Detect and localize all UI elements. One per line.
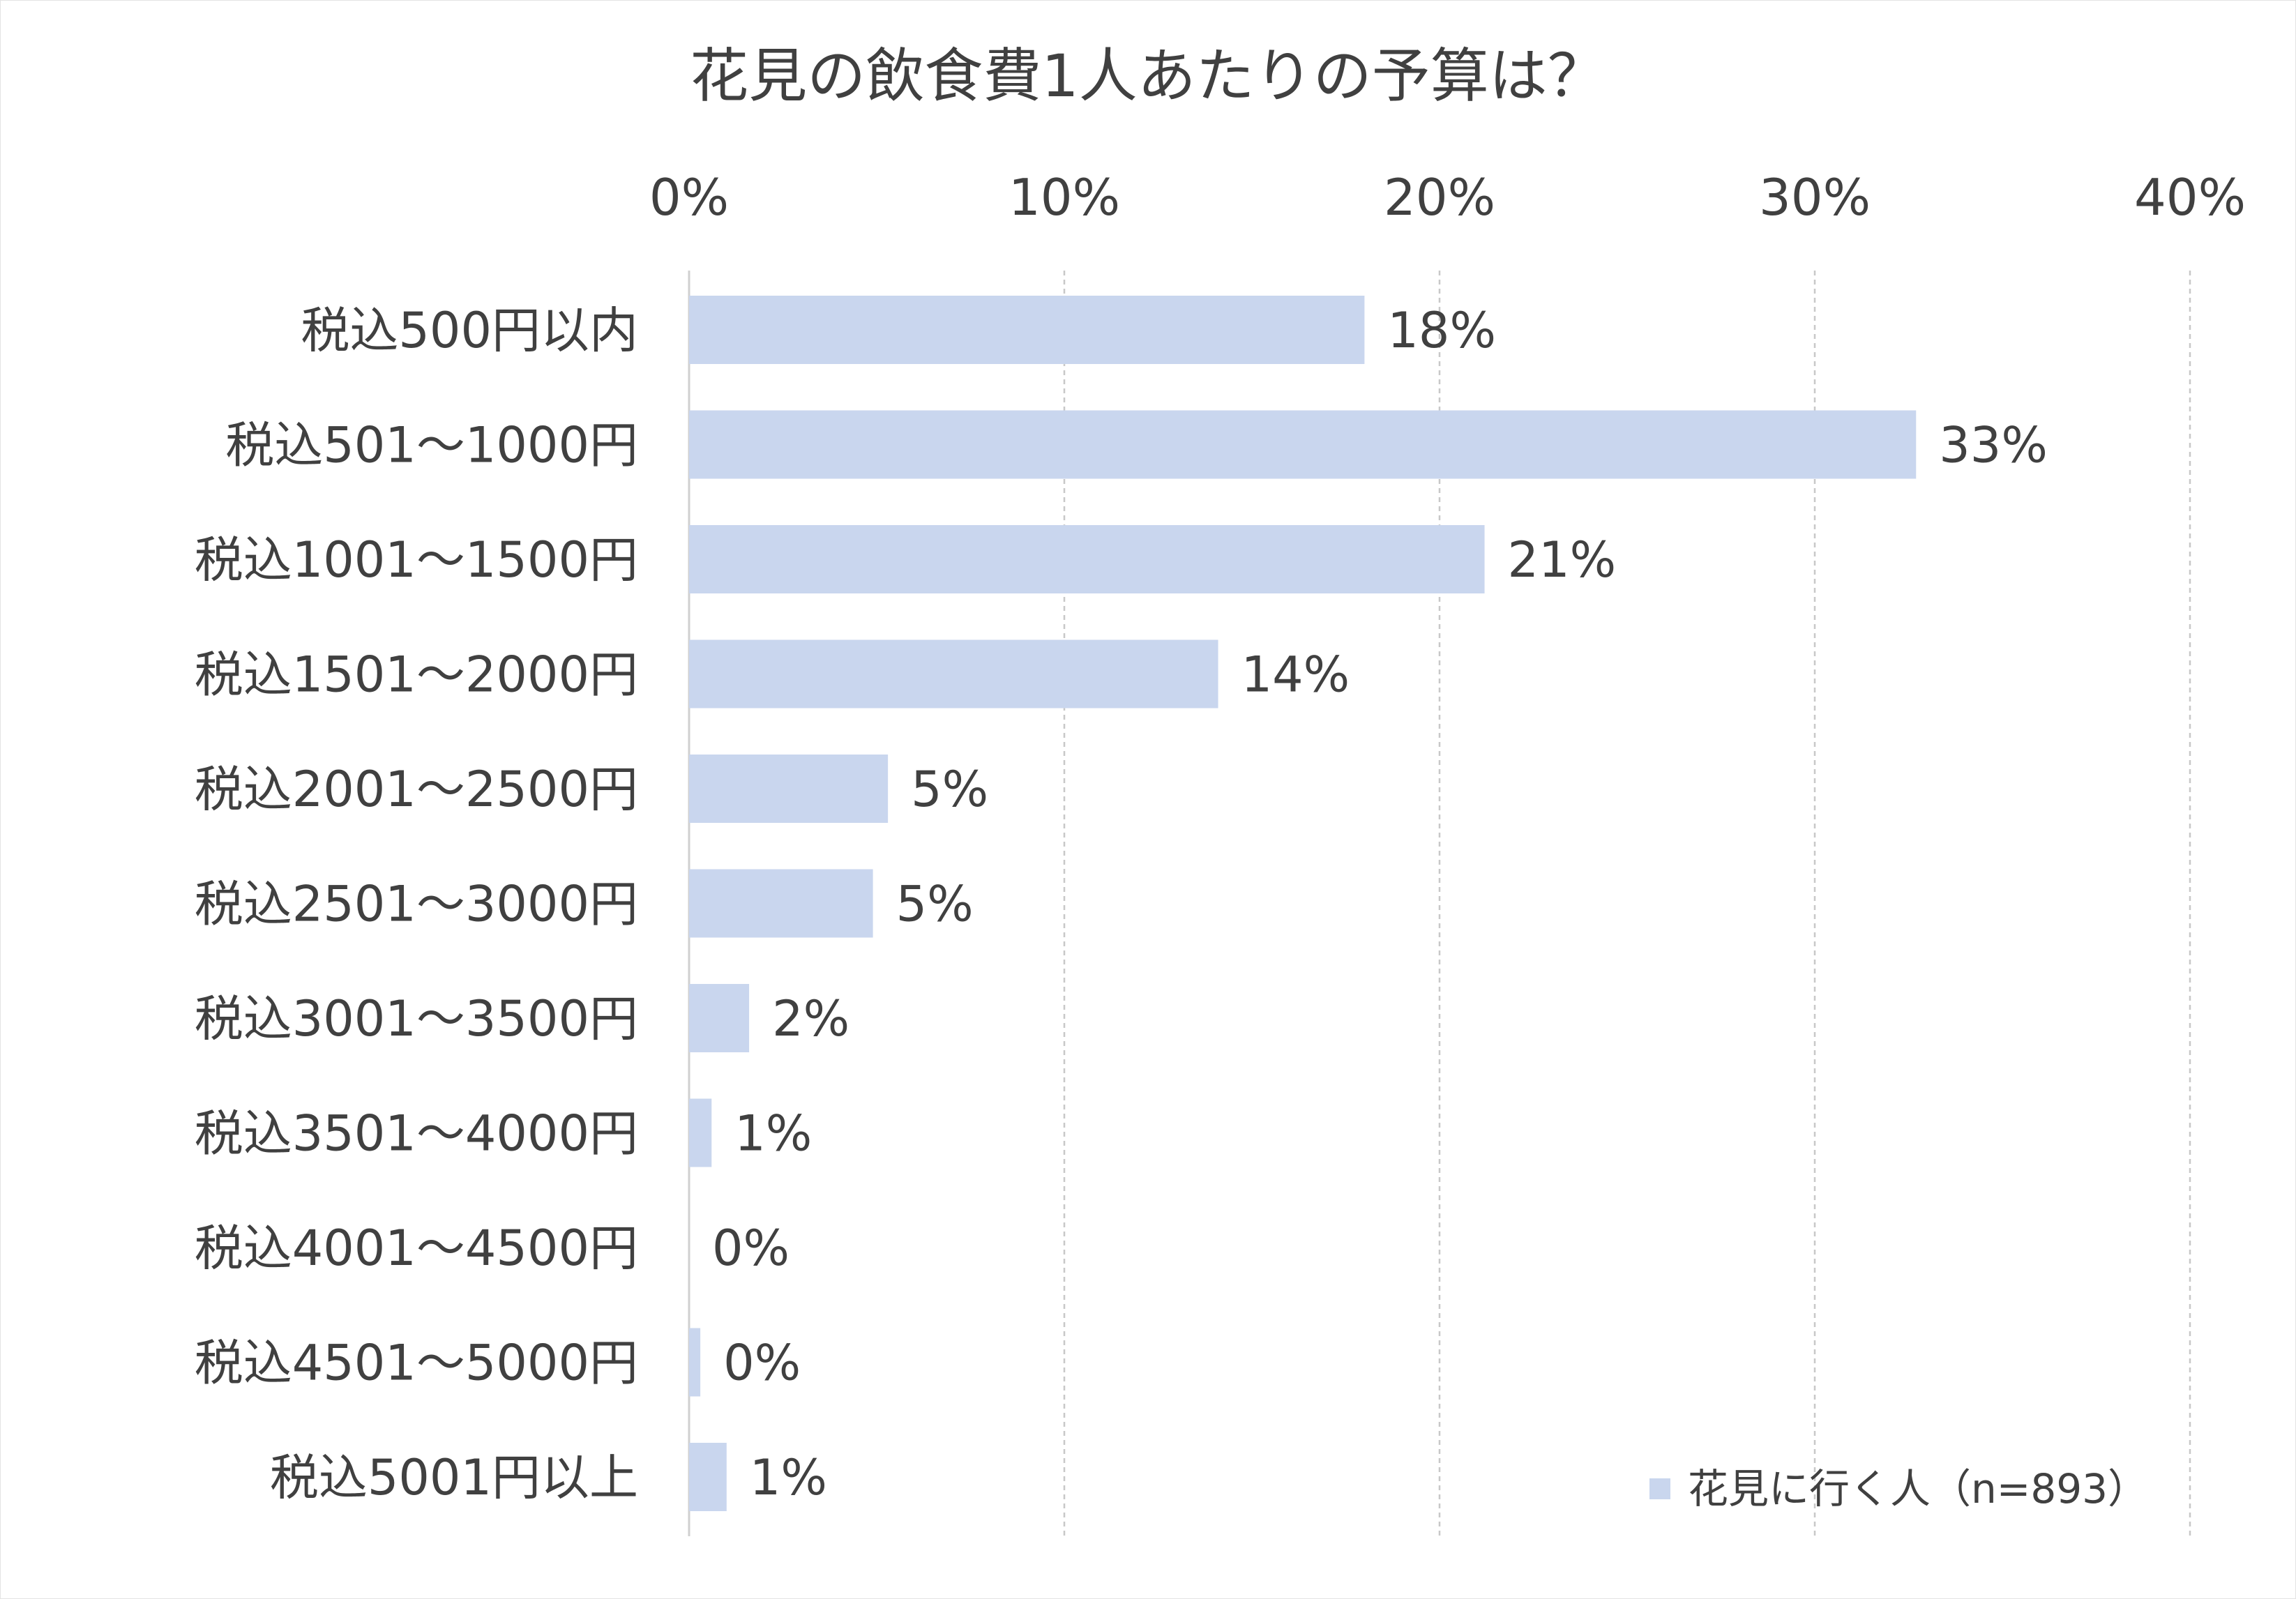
bars	[689, 296, 1917, 1511]
legend: 花見に行く人（n=893）	[1649, 1465, 2148, 1513]
grid-layer	[688, 271, 2191, 1536]
bar	[689, 525, 1485, 593]
bar	[689, 410, 1917, 479]
x-tick-label: 10%	[1009, 168, 1120, 227]
category-label: 税込4001～4500円	[195, 1220, 638, 1277]
data-label: 18%	[1387, 302, 1496, 359]
bar	[689, 869, 873, 938]
category-label: 税込2001～2500円	[195, 761, 638, 818]
category-label: 税込3501～4000円	[195, 1105, 638, 1162]
bar	[689, 639, 1218, 708]
bar	[689, 984, 750, 1052]
legend-label: 花見に行く人（n=893）	[1688, 1465, 2148, 1513]
category-label: 税込2501～3000円	[195, 876, 638, 933]
x-tick-label: 40%	[2134, 168, 2246, 227]
legend-swatch	[1649, 1478, 1670, 1499]
data-label: 21%	[1508, 531, 1617, 589]
category-label: 税込1501～2000円	[195, 646, 638, 704]
data-label: 1%	[734, 1105, 812, 1162]
category-label: 税込3001～3500円	[195, 990, 638, 1047]
data-label: 5%	[911, 761, 988, 818]
data-label: 0%	[723, 1335, 801, 1392]
category-label: 税込5001円以上	[270, 1449, 638, 1506]
category-labels: 税込500円以内税込501～1000円税込1001～1500円税込1501～20…	[195, 302, 638, 1506]
data-label: 2%	[772, 990, 849, 1047]
bar	[689, 1443, 727, 1511]
category-label: 税込500円以内	[301, 302, 638, 359]
category-label: 税込1001～1500円	[195, 531, 638, 589]
x-axis-ticks: 0% 10% 20% 30% 40%	[649, 168, 2246, 227]
bar	[689, 1098, 712, 1167]
x-tick-label: 20%	[1384, 168, 1495, 227]
data-label: 14%	[1241, 646, 1350, 704]
bar	[689, 1328, 701, 1397]
category-label: 税込4501～5000円	[195, 1335, 638, 1392]
x-tick-label: 30%	[1759, 168, 1871, 227]
data-label: 0%	[712, 1220, 790, 1277]
chart-title: 花見の飲食費1人あたりの予算は？	[690, 42, 1606, 110]
x-tick-label: 0%	[649, 168, 729, 227]
data-label: 5%	[896, 876, 974, 933]
category-label: 税込501～1000円	[225, 417, 638, 474]
data-labels: 18% 33% 21% 14% 5% 5% 2% 1% 0% 0% 1%	[712, 302, 2048, 1506]
data-label: 33%	[1939, 417, 2048, 474]
bar	[689, 755, 889, 823]
bar	[689, 296, 1365, 364]
data-label: 1%	[750, 1449, 827, 1506]
